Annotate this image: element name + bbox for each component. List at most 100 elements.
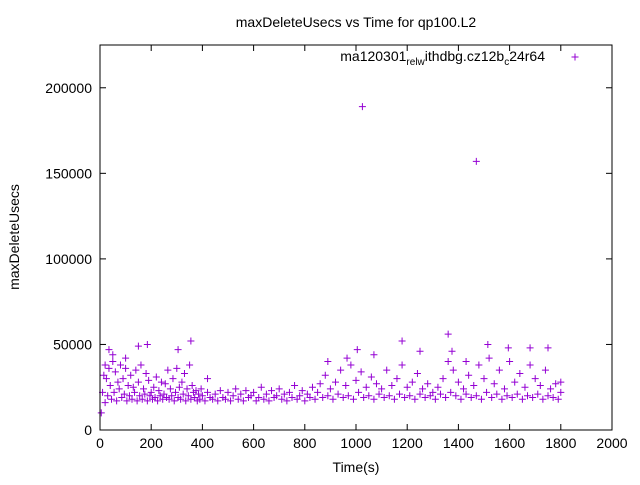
data-point bbox=[444, 358, 452, 366]
data-point bbox=[129, 383, 137, 391]
data-point bbox=[406, 392, 414, 400]
data-point bbox=[521, 383, 529, 391]
data-point bbox=[197, 385, 205, 393]
data-point bbox=[113, 397, 121, 405]
data-point bbox=[227, 397, 235, 405]
data-point bbox=[485, 354, 493, 362]
data-point bbox=[154, 397, 162, 405]
x-tick-label: 1200 bbox=[392, 435, 423, 451]
data-point bbox=[301, 397, 309, 405]
data-point bbox=[465, 371, 473, 379]
data-point bbox=[155, 387, 163, 395]
data-point bbox=[536, 382, 544, 390]
x-tick-label: 200 bbox=[140, 435, 164, 451]
data-point bbox=[444, 330, 452, 338]
data-point bbox=[472, 392, 480, 400]
y-tick-label: 50000 bbox=[53, 336, 92, 352]
data-point bbox=[308, 383, 316, 391]
data-point bbox=[306, 393, 314, 401]
data-point bbox=[137, 361, 145, 369]
data-point bbox=[114, 378, 122, 386]
data-point bbox=[183, 385, 191, 393]
data-point bbox=[416, 347, 424, 355]
data-point bbox=[131, 388, 139, 396]
data-point bbox=[541, 366, 549, 374]
data-point bbox=[342, 382, 350, 390]
data-point bbox=[273, 392, 281, 400]
data-point bbox=[329, 395, 337, 403]
data-point bbox=[180, 370, 188, 378]
x-tick-label: 1800 bbox=[545, 435, 576, 451]
data-point bbox=[314, 388, 322, 396]
data-point bbox=[500, 385, 508, 393]
data-point bbox=[159, 395, 167, 403]
data-point bbox=[421, 393, 429, 401]
data-point bbox=[234, 395, 242, 403]
data-point bbox=[288, 393, 296, 401]
data-point bbox=[124, 382, 132, 390]
data-point bbox=[188, 382, 196, 390]
legend-part-base: ma120301 bbox=[340, 48, 406, 64]
data-point bbox=[324, 392, 332, 400]
data-point bbox=[372, 380, 380, 388]
data-point bbox=[554, 395, 562, 403]
data-point bbox=[370, 395, 378, 403]
data-point bbox=[229, 392, 237, 400]
data-point bbox=[224, 388, 232, 396]
y-tick-label: 200000 bbox=[45, 80, 92, 96]
data-point bbox=[475, 361, 483, 369]
data-point bbox=[508, 393, 516, 401]
data-point bbox=[516, 370, 524, 378]
data-point bbox=[101, 361, 109, 369]
data-point bbox=[408, 378, 416, 386]
data-point bbox=[122, 364, 130, 372]
data-point bbox=[344, 392, 352, 400]
data-point bbox=[547, 385, 555, 393]
data-point bbox=[170, 397, 178, 405]
data-point bbox=[168, 392, 176, 400]
data-point bbox=[462, 390, 470, 398]
data-point bbox=[111, 368, 119, 376]
data-point bbox=[431, 395, 439, 403]
data-point bbox=[280, 390, 288, 398]
data-point bbox=[429, 388, 437, 396]
y-tick-label: 150000 bbox=[45, 165, 92, 181]
data-point bbox=[140, 385, 148, 393]
data-point bbox=[544, 392, 552, 400]
data-point bbox=[105, 346, 113, 354]
data-point bbox=[488, 393, 496, 401]
data-point bbox=[462, 358, 470, 366]
data-point bbox=[157, 378, 165, 386]
data-point bbox=[187, 395, 195, 403]
legend-part-sub-between: w bbox=[417, 57, 426, 68]
data-point bbox=[419, 385, 427, 393]
data-point bbox=[337, 366, 345, 374]
data-point bbox=[357, 368, 365, 376]
data-point bbox=[544, 344, 552, 352]
data-point bbox=[477, 395, 485, 403]
data-point bbox=[178, 378, 186, 386]
plot-frame bbox=[99, 44, 613, 431]
data-point bbox=[484, 340, 492, 348]
data-point bbox=[198, 392, 206, 400]
data-point bbox=[97, 409, 105, 417]
data-point bbox=[187, 337, 195, 345]
y-tick-label: 0 bbox=[84, 422, 92, 438]
data-point bbox=[127, 371, 135, 379]
data-point bbox=[390, 395, 398, 403]
data-point bbox=[380, 393, 388, 401]
data-point bbox=[436, 390, 444, 398]
data-point bbox=[147, 388, 155, 396]
data-point bbox=[347, 361, 355, 369]
data-point bbox=[454, 378, 462, 386]
data-point bbox=[250, 388, 258, 396]
data-point bbox=[298, 387, 306, 395]
legend-label: ma120301relwithdbg.cz12bc24r64 bbox=[340, 48, 545, 68]
data-point bbox=[398, 361, 406, 369]
data-point bbox=[169, 375, 177, 383]
data-point bbox=[175, 383, 183, 391]
data-point bbox=[132, 366, 140, 374]
data-point bbox=[511, 378, 519, 386]
